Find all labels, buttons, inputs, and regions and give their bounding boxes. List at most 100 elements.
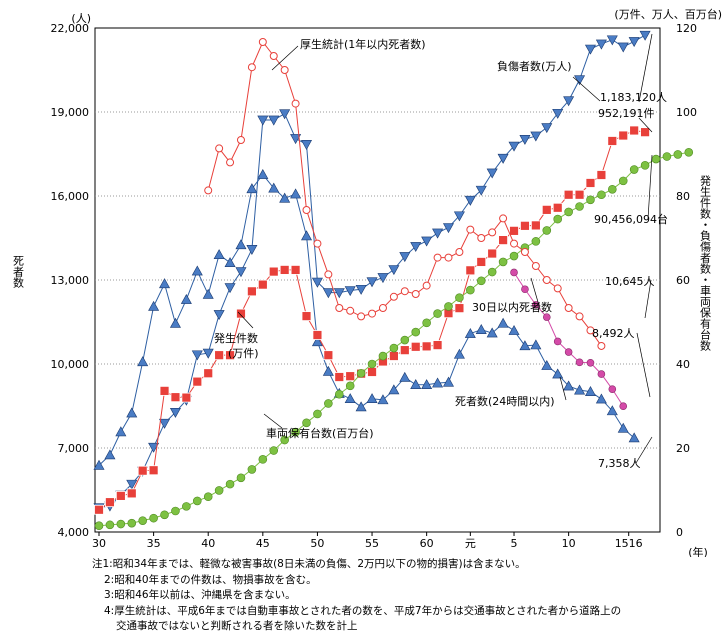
injured-point: [126, 479, 138, 490]
deaths-point: [595, 393, 607, 404]
vehicles-point: [367, 359, 377, 369]
deaths-point: [290, 188, 302, 199]
health-stats-point: [357, 312, 366, 321]
accidents-point: [94, 504, 104, 515]
injured-point: [235, 267, 247, 278]
x-tick-label: 5: [511, 537, 518, 550]
vehicles-point: [466, 285, 475, 295]
accidents-point: [410, 341, 421, 352]
annotation-accidents: 発生件数: [214, 331, 258, 345]
deaths-point: [574, 384, 586, 395]
right-tick-label: 20: [676, 442, 690, 455]
note-4: 4:厚生統計は、平成6年までは自動車事故とされた者の数を、平成7年からは交通事故…: [104, 604, 622, 617]
accidents-point: [585, 178, 596, 188]
leader-line: [263, 413, 283, 429]
vehicles-point: [291, 427, 300, 437]
right-tick-label: 120: [676, 22, 697, 35]
accidents-point: [498, 235, 508, 246]
x-tick-label: 45: [256, 537, 270, 550]
leader-line: [572, 76, 601, 102]
vehicles-point: [138, 516, 147, 525]
x-axis-unit: (年): [688, 545, 708, 557]
deaths-point: [224, 257, 236, 267]
left-tick-label: 19,000: [51, 106, 90, 119]
deaths30-point: [597, 370, 606, 378]
health-stats-point: [510, 239, 519, 248]
injured-point: [366, 277, 378, 288]
deaths-point: [453, 348, 465, 359]
annotation-vehicles: 車両保有台数(百万台): [266, 426, 374, 440]
injured-point: [322, 288, 334, 299]
x-tick-label: 50: [310, 537, 324, 550]
injured-point: [410, 242, 422, 253]
injured-point: [464, 195, 476, 206]
vehicles-point: [608, 184, 617, 194]
annotation-deaths30-value: 8,492人: [592, 327, 635, 340]
leader-line: [530, 277, 541, 310]
accidents-point: [247, 286, 257, 297]
injured-point: [508, 141, 520, 152]
accidents-point: [236, 308, 246, 319]
deaths-point: [606, 405, 618, 416]
deaths-point: [628, 432, 640, 443]
deaths-point: [257, 168, 269, 179]
deaths-point: [137, 356, 149, 367]
right-tick-label: 60: [676, 274, 690, 287]
left-tick-label: 7,000: [58, 442, 90, 455]
deaths-point: [180, 293, 192, 304]
note-2: 2:昭和40年までの件数は、物損事故を含む。: [104, 573, 317, 586]
accidents-point: [312, 330, 323, 340]
deaths-point: [377, 394, 389, 405]
deaths-point: [486, 327, 498, 338]
right-tick-label: 100: [676, 106, 697, 119]
deaths-point: [213, 249, 225, 259]
left-tick-label: 16,000: [51, 190, 90, 203]
health-stats-point: [204, 186, 213, 195]
accidents-point: [618, 130, 629, 141]
health-stats-point: [433, 253, 442, 262]
injured-point: [169, 407, 181, 418]
accidents-point: [170, 392, 181, 403]
health-stats-point: [499, 214, 508, 223]
vehicles-point: [378, 351, 388, 361]
injured-point: [628, 37, 640, 48]
vehicles-point: [160, 510, 169, 520]
annotation-accidents-value: 952,191件: [598, 107, 655, 120]
health-stats-point: [324, 270, 333, 279]
leader-line: [559, 376, 567, 401]
injured-point: [290, 134, 302, 145]
leader-line: [638, 117, 653, 133]
vehicles-point: [509, 251, 519, 261]
deaths-point: [169, 317, 181, 328]
injured-point: [530, 131, 542, 142]
deaths-point: [519, 340, 531, 351]
injured-point: [421, 236, 433, 247]
vehicles-point: [422, 318, 431, 328]
vehicles-point: [651, 154, 661, 164]
accidents-point: [225, 350, 235, 361]
vehicles-point: [673, 150, 683, 159]
deaths30-point: [575, 358, 584, 367]
vehicles-point: [302, 418, 311, 428]
annotation-injured-value: 1,183,120人: [600, 91, 667, 104]
injured-point: [344, 286, 356, 297]
deaths-point: [541, 360, 553, 370]
x-tick-label: 1516: [615, 537, 643, 550]
vehicles-point: [487, 267, 497, 277]
accidents-point: [126, 488, 137, 499]
vehicles-point: [345, 381, 355, 391]
vehicles-point: [214, 486, 224, 495]
right-tick-label: 40: [676, 358, 690, 371]
injured-point: [453, 211, 465, 222]
traffic-accident-chart: 4,000 7,000 10,000 13,000 16,000 19,000 22,000…: [12, 7, 723, 557]
x-tick-label: 60: [420, 537, 434, 550]
deaths-point: [584, 386, 596, 396]
accidents-point: [301, 311, 312, 322]
deaths-point: [202, 288, 214, 299]
health-stats-point: [488, 228, 497, 237]
deaths-point: [344, 393, 356, 404]
accidents-point: [345, 371, 356, 382]
deaths-point: [93, 459, 105, 470]
accidents-point: [563, 189, 574, 200]
injured-point: [606, 35, 618, 46]
